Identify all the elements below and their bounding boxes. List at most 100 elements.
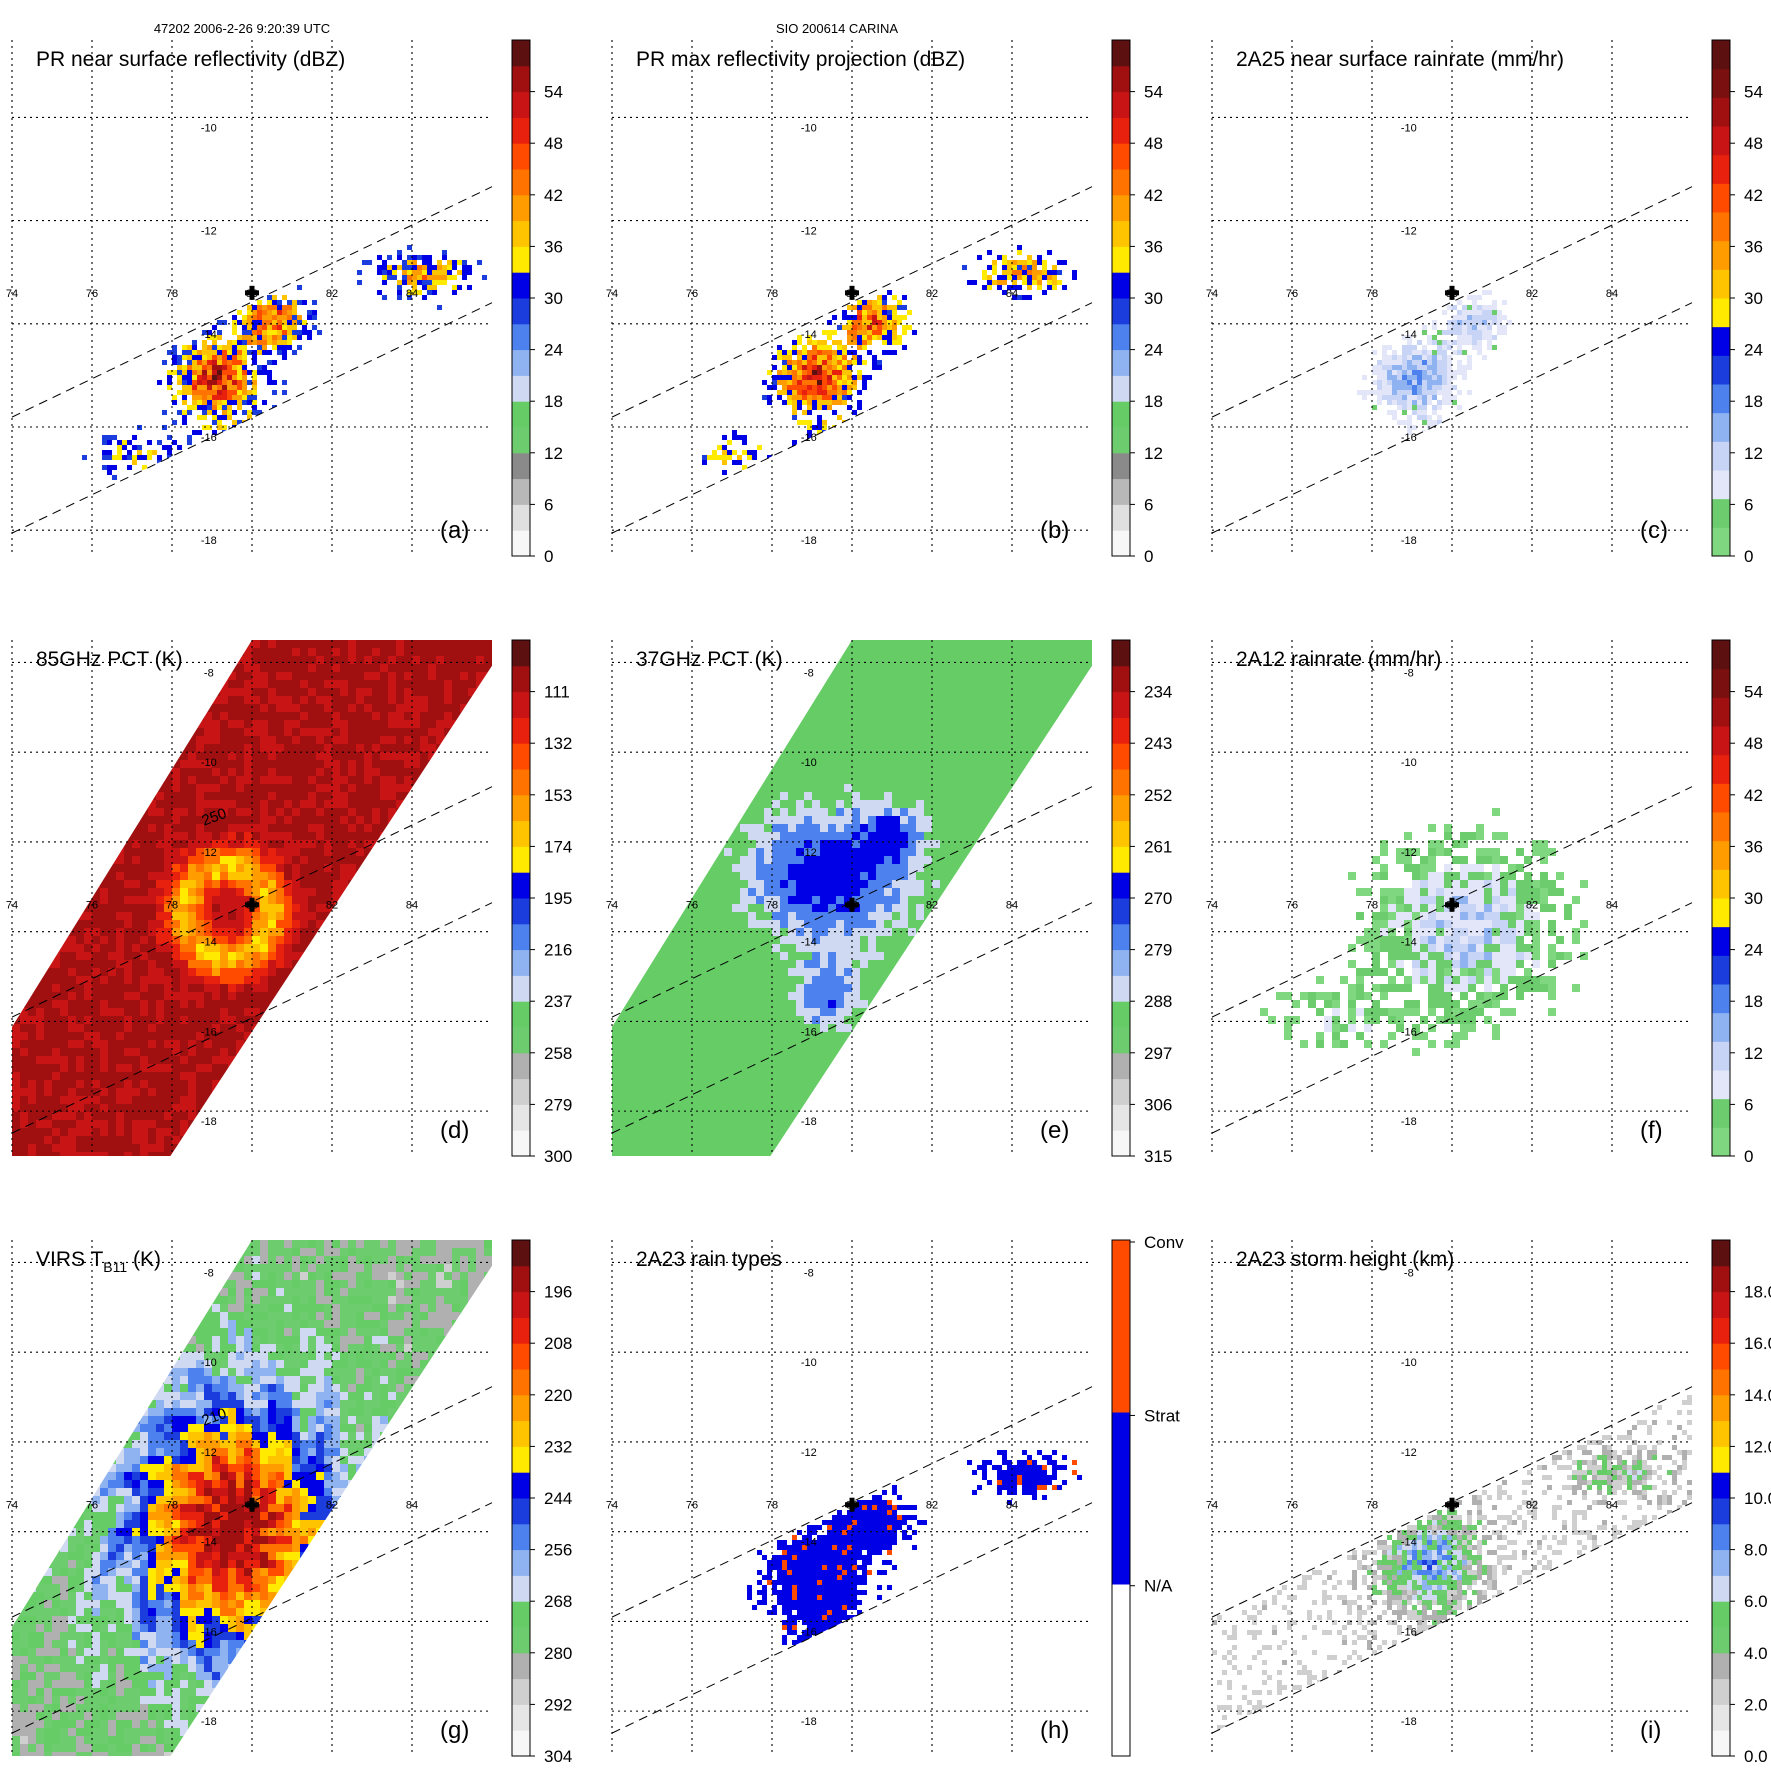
data-cell (316, 848, 324, 856)
data-cell (140, 1096, 148, 1104)
data-cell (364, 760, 372, 768)
data-cell (388, 768, 396, 776)
data-cell (444, 1008, 452, 1016)
colorbar-segment (1712, 326, 1730, 356)
data-cell (292, 656, 300, 664)
data-cell (152, 450, 157, 455)
data-cell (217, 320, 222, 325)
data-cell (712, 455, 717, 460)
data-cell (140, 760, 148, 768)
lon-label: 74 (606, 288, 618, 300)
data-cell (396, 968, 404, 976)
data-cell (404, 640, 412, 648)
data-cell (60, 976, 68, 984)
data-cell (484, 712, 492, 720)
data-cell (276, 672, 284, 680)
data-cell (262, 350, 267, 355)
data-cell (1362, 390, 1367, 395)
data-cell (172, 688, 180, 696)
data-cell (28, 720, 36, 728)
data-cell (52, 968, 60, 976)
data-cell (76, 704, 84, 712)
data-cell (292, 315, 297, 320)
data-cell (292, 912, 300, 920)
data-cell (388, 720, 396, 728)
data-cell (308, 808, 316, 816)
data-cell (76, 744, 84, 752)
data-cell (204, 696, 212, 704)
data-cell (164, 816, 172, 824)
data-cell (132, 840, 140, 848)
data-cell (180, 760, 188, 768)
data-cell (1422, 390, 1427, 395)
data-cell (282, 310, 287, 315)
data-cell (36, 776, 44, 784)
data-cell (1372, 365, 1377, 370)
data-cell (116, 968, 124, 976)
data-cell (220, 760, 228, 768)
data-cell (244, 864, 252, 872)
data-cell (220, 816, 228, 824)
data-cell (148, 840, 156, 848)
data-cell (167, 370, 172, 375)
data-cell (212, 776, 220, 784)
data-cell (388, 888, 396, 896)
data-cell (832, 365, 837, 370)
data-cell (802, 370, 807, 375)
data-cell (60, 856, 68, 864)
data-cell (36, 672, 44, 680)
data-cell (308, 864, 316, 872)
data-cell (172, 848, 180, 856)
data-cell (396, 896, 404, 904)
data-cell (292, 305, 297, 310)
data-cell (1007, 285, 1012, 290)
data-cell (396, 752, 404, 760)
data-cell (212, 410, 217, 415)
data-cell (436, 776, 444, 784)
data-cell (1427, 355, 1432, 360)
data-cell (772, 380, 777, 385)
data-cell (180, 1000, 188, 1008)
data-cell (340, 672, 348, 680)
data-cell (982, 285, 987, 290)
data-cell (1457, 315, 1462, 320)
data-cell (1422, 325, 1427, 330)
data-cell (442, 250, 447, 255)
data-cell (132, 680, 140, 688)
colorbar-segment (1112, 246, 1130, 273)
data-cell (1442, 350, 1447, 355)
data-cell (436, 1024, 444, 1032)
data-cell (68, 704, 76, 712)
data-cell (12, 744, 20, 752)
data-cell (222, 345, 227, 350)
data-cell (436, 984, 444, 992)
data-cell (300, 1032, 308, 1040)
data-cell (722, 460, 727, 465)
data-cell (404, 784, 412, 792)
data-cell (412, 648, 420, 656)
data-cell (316, 984, 324, 992)
data-cell (228, 688, 236, 696)
data-cell (220, 648, 228, 656)
data-cell (228, 944, 236, 952)
data-cell (222, 365, 227, 370)
data-cell (722, 450, 727, 455)
data-cell (267, 335, 272, 340)
data-cell (192, 400, 197, 405)
data-cell (428, 1056, 436, 1064)
data-cell (192, 430, 197, 435)
data-cell (404, 984, 412, 992)
data-cell (837, 345, 842, 350)
data-cell (252, 375, 257, 380)
data-cell (204, 864, 212, 872)
data-cell (247, 305, 252, 310)
data-cell (156, 696, 164, 704)
data-cell (308, 672, 316, 680)
data-cell (132, 984, 140, 992)
data-cell (324, 1016, 332, 1024)
data-cell (1052, 285, 1057, 290)
data-cell (792, 360, 797, 365)
data-cell (237, 365, 242, 370)
data-cell (188, 1032, 196, 1040)
data-cell (157, 380, 162, 385)
